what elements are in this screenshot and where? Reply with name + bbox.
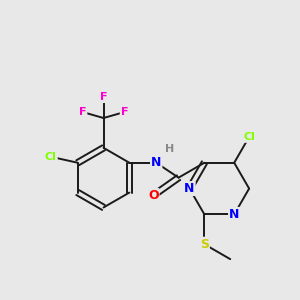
Text: F: F (121, 107, 128, 117)
Text: Cl: Cl (45, 152, 57, 162)
Text: N: N (151, 156, 161, 169)
Text: N: N (184, 182, 195, 195)
Text: O: O (148, 189, 158, 202)
Text: S: S (200, 238, 209, 251)
Text: F: F (79, 107, 86, 117)
Text: H: H (165, 144, 174, 154)
Text: F: F (100, 92, 107, 102)
Text: Cl: Cl (243, 132, 255, 142)
Text: N: N (229, 208, 239, 221)
